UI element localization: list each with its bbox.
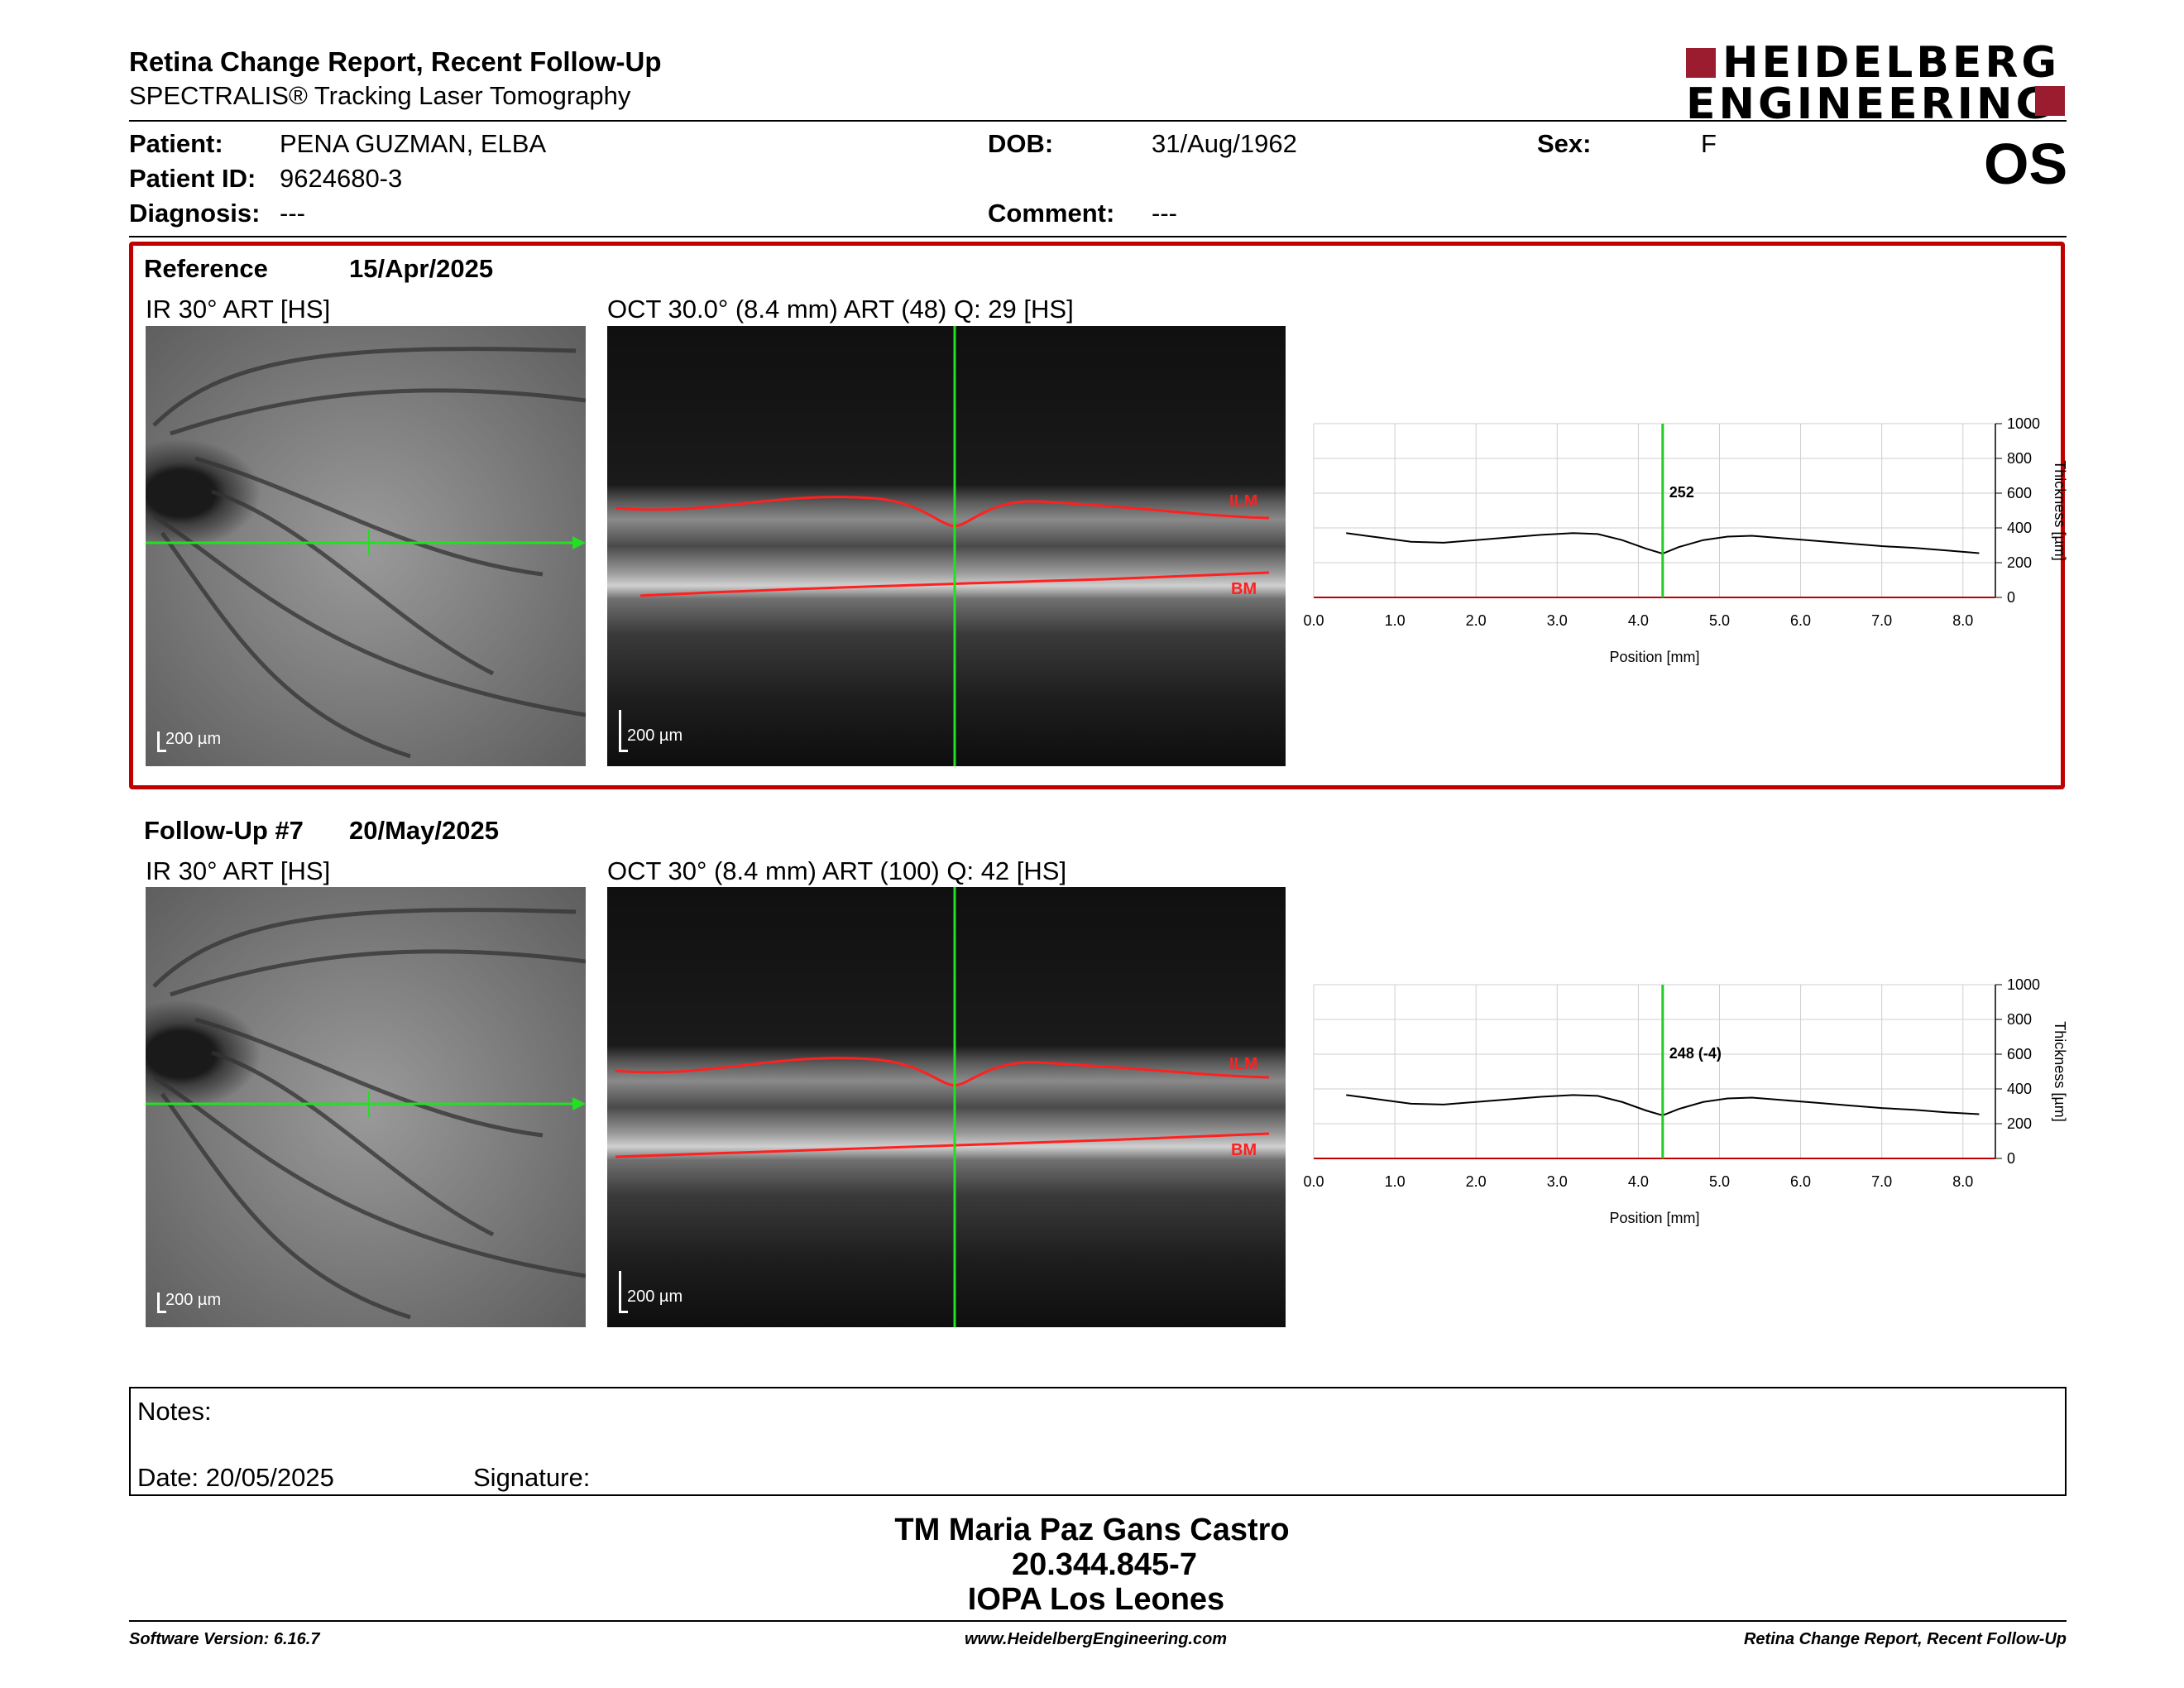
followup-ir-label: IR 30° ART [HS] [146, 856, 331, 885]
y-tick-label: 600 [2007, 485, 2032, 501]
patient-id: 9624680-3 [280, 164, 403, 193]
diagnosis-value: --- [280, 199, 305, 228]
x-tick-label: 1.0 [1385, 612, 1406, 629]
software-version: Software Version: 6.16.7 [129, 1630, 320, 1648]
followup-ir-scale: 200 µm [165, 1291, 222, 1309]
report-title: Retina Change Report, Recent Follow-Up [129, 46, 662, 77]
x-tick-label: 4.0 [1628, 1173, 1649, 1190]
y-tick-label: 200 [2007, 554, 2032, 571]
y-axis-label: Thickness [µm] [2052, 1021, 2068, 1121]
x-tick-label: 8.0 [1952, 612, 1973, 629]
footer-report-name: Retina Change Report, Recent Follow-Up [1743, 1630, 2067, 1648]
reference-ir-fundus-image: 200 µm [146, 326, 586, 766]
reference-oct-bscan-image: ILM BM 200 µm [607, 326, 1286, 766]
y-tick-label: 0 [2007, 589, 2015, 606]
followup-date: 20/May/2025 [349, 816, 499, 845]
notes-date: Date: 20/05/2025 [137, 1463, 334, 1492]
comment-label: Comment: [988, 199, 1115, 228]
reference-bm-label: BM [1231, 580, 1257, 598]
comment-value: --- [1152, 199, 1177, 228]
reference-ir-scale: 200 µm [165, 730, 222, 748]
reference-ilm-label: ILM [1229, 492, 1257, 511]
x-axis-label: Position [mm] [1609, 1210, 1699, 1226]
y-tick-label: 1000 [2007, 415, 2040, 432]
x-tick-label: 5.0 [1709, 612, 1730, 629]
x-tick-label: 4.0 [1628, 612, 1649, 629]
report-subtitle: SPECTRALIS® Tracking Laser Tomography [129, 81, 631, 110]
notes-box: Notes: Date: 20/05/2025 Signature: [129, 1387, 2067, 1496]
x-tick-label: 2.0 [1466, 612, 1487, 629]
x-tick-label: 6.0 [1790, 1173, 1811, 1190]
scale-bar-icon [619, 710, 628, 752]
y-axis-label: Thickness [µm] [2052, 460, 2068, 560]
notes-label: Notes: [137, 1397, 212, 1426]
x-tick-label: 7.0 [1871, 612, 1892, 629]
y-tick-label: 400 [2007, 520, 2032, 536]
diagnosis-label: Diagnosis: [129, 199, 261, 228]
patient-label: Patient: [129, 129, 223, 158]
scale-bar-icon [619, 1271, 628, 1313]
reference-ir-label: IR 30° ART [HS] [146, 295, 331, 324]
y-tick-label: 800 [2007, 450, 2032, 467]
followup-thickness-chart: 0.0 1.0 2.0 3.0 4.0 5.0 6.0 7.0 8.0 0 200 400 600 800… [1303, 976, 2068, 1226]
logo-square-icon [2035, 86, 2065, 116]
x-tick-label: 0.0 [1303, 1173, 1324, 1190]
reference-frame [129, 242, 2065, 789]
signer-clinic: IOPA Los Leones [967, 1582, 1225, 1617]
x-tick-label: 6.0 [1790, 612, 1811, 629]
logo-line-1: HEIDELBERG [1722, 38, 2061, 88]
x-tick-label: 1.0 [1385, 1173, 1406, 1190]
dob-value: 31/Aug/1962 [1152, 129, 1297, 158]
followup-oct-label: OCT 30° (8.4 mm) ART (100) Q: 42 [HS] [607, 856, 1067, 885]
website-link[interactable]: www.HeidelbergEngineering.com [965, 1630, 1228, 1648]
y-tick-label: 1000 [2007, 976, 2040, 993]
followup-ilm-label: ILM [1229, 1055, 1257, 1073]
logo-square-icon [1686, 48, 1716, 78]
reference-date: 15/Apr/2025 [349, 254, 494, 283]
y-tick-label: 200 [2007, 1115, 2032, 1132]
reference-thickness-chart: 0.0 1.0 2.0 3.0 4.0 5.0 6.0 7.0 8.0 0 200 400 600 800… [1303, 415, 2068, 665]
y-tick-label: 400 [2007, 1081, 2032, 1097]
followup-oct-scale: 200 µm [627, 1288, 683, 1306]
y-tick-label: 800 [2007, 1011, 2032, 1028]
x-tick-label: 3.0 [1547, 612, 1568, 629]
x-tick-label: 2.0 [1466, 1173, 1487, 1190]
x-tick-label: 8.0 [1952, 1173, 1973, 1190]
notes-signature: Signature: [473, 1463, 591, 1492]
x-tick-label: 3.0 [1547, 1173, 1568, 1190]
scale-bar-icon [157, 1292, 166, 1313]
followup-oct-bscan-image: ILM BM 200 µm [607, 887, 1286, 1327]
eye-indicator: OS [1984, 132, 2068, 196]
signer-name: TM Maria Paz Gans Castro [894, 1513, 1290, 1547]
sex-value: F [1701, 129, 1717, 158]
reference-oct-scale: 200 µm [627, 727, 683, 745]
x-axis-label: Position [mm] [1609, 649, 1699, 665]
followup-ir-fundus-image: 200 µm [146, 887, 586, 1327]
patient-name: PENA GUZMAN, ELBA [280, 129, 547, 158]
x-tick-label: 0.0 [1303, 612, 1324, 629]
marker-value-label: 252 [1669, 484, 1694, 501]
header-divider [129, 120, 2067, 122]
footer-divider [129, 1620, 2067, 1622]
patient-id-label: Patient ID: [129, 164, 256, 193]
marker-value-label: 248 (-4) [1669, 1045, 1722, 1062]
y-tick-label: 600 [2007, 1046, 2032, 1062]
y-tick-label: 0 [2007, 1150, 2015, 1167]
x-tick-label: 5.0 [1709, 1173, 1730, 1190]
dob-label: DOB: [988, 129, 1054, 158]
sex-label: Sex: [1537, 129, 1592, 158]
patient-divider [129, 236, 2067, 237]
reference-oct-label: OCT 30.0° (8.4 mm) ART (48) Q: 29 [HS] [607, 295, 1074, 324]
followup-bm-label: BM [1231, 1141, 1257, 1159]
x-tick-label: 7.0 [1871, 1173, 1892, 1190]
reference-label: Reference [144, 254, 268, 283]
signer-rut: 20.344.845-7 [1012, 1547, 1197, 1582]
followup-label: Follow-Up #7 [144, 816, 304, 845]
scale-bar-icon [157, 731, 166, 752]
logo-line-2: ENGINEERING [1686, 79, 2055, 129]
